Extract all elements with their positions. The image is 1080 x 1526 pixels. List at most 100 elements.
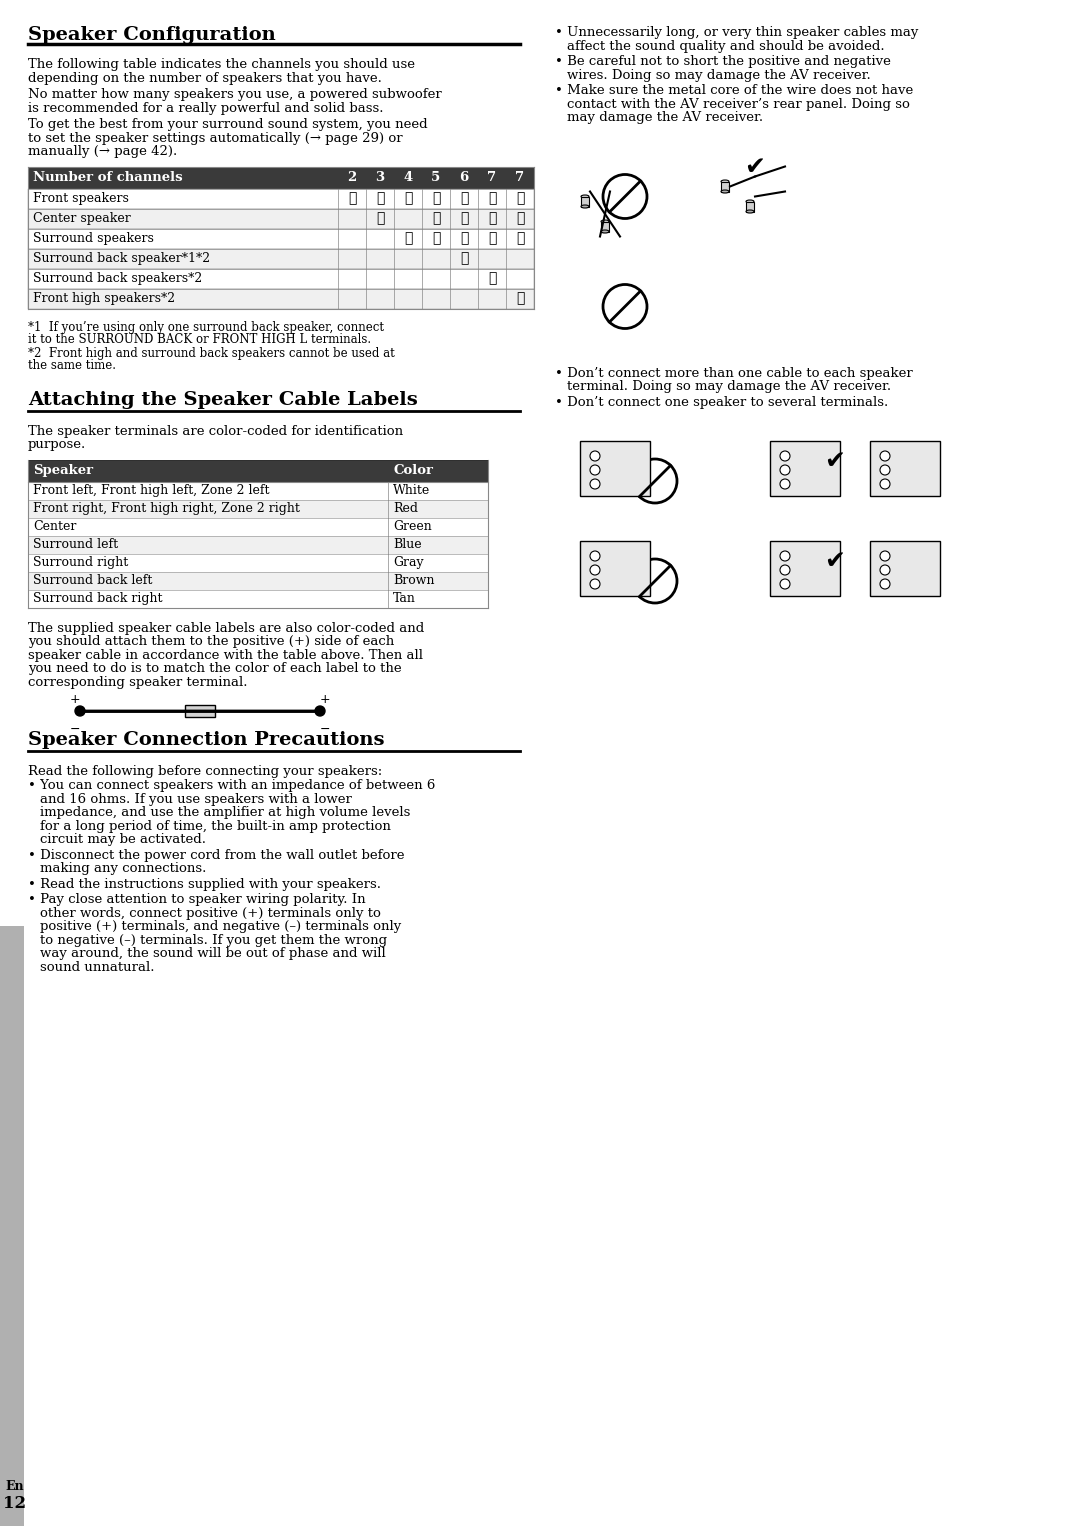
Text: Front speakers: Front speakers (33, 192, 129, 204)
Text: En: En (5, 1480, 25, 1492)
Text: +: + (70, 693, 80, 707)
Text: ✔: ✔ (404, 191, 413, 206)
Text: 7: 7 (515, 171, 525, 185)
FancyBboxPatch shape (28, 229, 534, 249)
Text: The speaker terminals are color-coded for identification: The speaker terminals are color-coded fo… (28, 424, 403, 438)
Text: Surround speakers: Surround speakers (33, 232, 153, 246)
Text: other words, connect positive (+) terminals only to: other words, connect positive (+) termin… (40, 906, 381, 920)
Text: for a long period of time, the built-in amp protection: for a long period of time, the built-in … (40, 819, 391, 833)
Text: *2  Front high and surround back speakers cannot be used at: *2 Front high and surround back speakers… (28, 346, 395, 360)
Text: Front left, Front high left, Zone 2 left: Front left, Front high left, Zone 2 left (33, 484, 270, 497)
FancyBboxPatch shape (28, 589, 488, 607)
Ellipse shape (746, 200, 754, 203)
Text: Speaker Connection Precautions: Speaker Connection Precautions (28, 731, 384, 749)
Text: 3: 3 (376, 171, 384, 185)
Text: Red: Red (393, 502, 418, 514)
Text: • Don’t connect more than one cable to each speaker: • Don’t connect more than one cable to e… (555, 366, 913, 380)
Text: Surround back right: Surround back right (33, 592, 162, 604)
Text: ✔: ✔ (488, 191, 496, 206)
FancyBboxPatch shape (28, 459, 488, 482)
FancyBboxPatch shape (28, 572, 488, 589)
Text: Front right, Front high right, Zone 2 right: Front right, Front high right, Zone 2 ri… (33, 502, 300, 514)
Text: Speaker Configuration: Speaker Configuration (28, 26, 275, 44)
Ellipse shape (746, 211, 754, 214)
Text: • Disconnect the power cord from the wall outlet before: • Disconnect the power cord from the wal… (28, 848, 405, 862)
Circle shape (780, 565, 789, 575)
Text: purpose.: purpose. (28, 438, 86, 452)
Circle shape (880, 551, 890, 562)
Text: affect the sound quality and should be avoided.: affect the sound quality and should be a… (567, 40, 885, 52)
Bar (721, 182, 729, 191)
Circle shape (590, 551, 600, 562)
Text: is recommended for a really powerful and solid bass.: is recommended for a really powerful and… (28, 102, 383, 114)
Bar (580, 542, 650, 597)
FancyBboxPatch shape (28, 189, 534, 209)
Text: Tan: Tan (393, 592, 416, 604)
Text: • Unnecessarily long, or very thin speaker cables may: • Unnecessarily long, or very thin speak… (555, 26, 918, 40)
Text: 12: 12 (3, 1495, 27, 1512)
Circle shape (590, 565, 600, 575)
Text: The following table indicates the channels you should use: The following table indicates the channe… (28, 58, 415, 72)
Text: To get the best from your surround sound system, you need: To get the best from your surround sound… (28, 118, 428, 131)
Text: ✔: ✔ (432, 212, 441, 226)
Text: Center: Center (33, 520, 77, 533)
Circle shape (780, 465, 789, 475)
Text: ✔: ✔ (460, 212, 469, 226)
Circle shape (590, 465, 600, 475)
Text: ✔: ✔ (404, 232, 413, 246)
Text: you should attach them to the positive (+) side of each: you should attach them to the positive (… (28, 635, 394, 649)
Circle shape (880, 465, 890, 475)
FancyBboxPatch shape (28, 554, 488, 572)
Text: ✔: ✔ (488, 212, 496, 226)
Text: Number of channels: Number of channels (33, 171, 183, 185)
Text: −: − (70, 723, 80, 736)
Text: speaker cable in accordance with the table above. Then all: speaker cable in accordance with the tab… (28, 649, 423, 661)
Text: +: + (320, 693, 330, 707)
Text: 6: 6 (459, 171, 469, 185)
Text: 7: 7 (487, 171, 497, 185)
Text: 2: 2 (348, 171, 356, 185)
Text: ✔: ✔ (432, 232, 441, 246)
Text: corresponding speaker terminal.: corresponding speaker terminal. (28, 676, 247, 688)
FancyBboxPatch shape (28, 209, 534, 229)
Circle shape (880, 565, 890, 575)
Text: Speaker: Speaker (33, 464, 93, 478)
Text: 5: 5 (431, 171, 441, 185)
FancyBboxPatch shape (28, 269, 534, 288)
Text: ✔: ✔ (348, 191, 356, 206)
FancyBboxPatch shape (28, 536, 488, 554)
Text: circuit may be activated.: circuit may be activated. (40, 833, 206, 845)
Circle shape (75, 707, 85, 716)
Circle shape (780, 551, 789, 562)
Circle shape (880, 452, 890, 461)
Text: making any connections.: making any connections. (40, 862, 206, 874)
Text: ✔: ✔ (432, 191, 441, 206)
Bar (746, 201, 754, 212)
Text: Read the following before connecting your speakers:: Read the following before connecting you… (28, 765, 382, 778)
Text: ✔: ✔ (460, 232, 469, 246)
Text: Blue: Blue (393, 539, 421, 551)
Text: impedance, and use the amplifier at high volume levels: impedance, and use the amplifier at high… (40, 806, 410, 819)
Circle shape (315, 707, 325, 716)
Ellipse shape (581, 195, 589, 198)
Text: Surround right: Surround right (33, 555, 129, 569)
Text: ✔: ✔ (376, 212, 384, 226)
Text: • Read the instructions supplied with your speakers.: • Read the instructions supplied with yo… (28, 877, 381, 891)
Text: White: White (393, 484, 430, 497)
Bar (0, 926, 24, 1526)
Text: contact with the AV receiver’s rear panel. Doing so: contact with the AV receiver’s rear pane… (567, 98, 909, 110)
Ellipse shape (581, 204, 589, 208)
Text: wires. Doing so may damage the AV receiver.: wires. Doing so may damage the AV receiv… (567, 69, 870, 81)
Text: Green: Green (393, 520, 432, 533)
Text: to set the speaker settings automatically (→ page 29) or: to set the speaker settings automaticall… (28, 131, 403, 145)
Bar (770, 542, 840, 597)
Circle shape (590, 452, 600, 461)
Text: • You can connect speakers with an impedance of between 6: • You can connect speakers with an imped… (28, 778, 435, 792)
Text: ✔: ✔ (516, 191, 524, 206)
Text: ✔: ✔ (488, 232, 496, 246)
Text: ✔: ✔ (516, 232, 524, 246)
Text: Surround left: Surround left (33, 539, 118, 551)
Text: • Pay close attention to speaker wiring polarity. In: • Pay close attention to speaker wiring … (28, 893, 366, 906)
Text: • Be careful not to short the positive and negative: • Be careful not to short the positive a… (555, 55, 891, 69)
FancyBboxPatch shape (28, 166, 534, 189)
